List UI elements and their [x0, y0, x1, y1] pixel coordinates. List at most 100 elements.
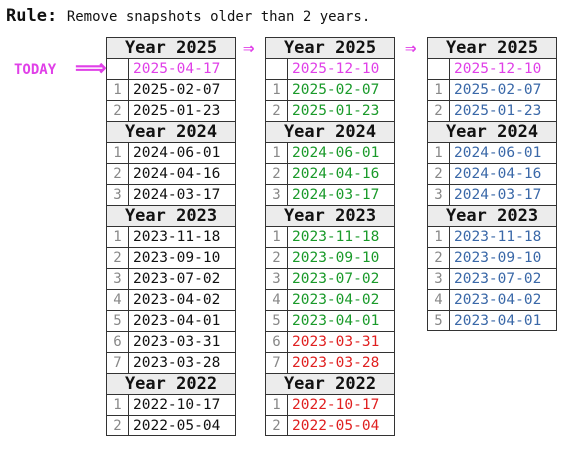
snapshot-index: 1 [428, 227, 450, 247]
snapshot-date: 2023-07-02 [454, 271, 542, 287]
snapshot-date: 2024-03-17 [454, 187, 542, 203]
rule-line: Rule: Remove snapshots older than 2 year… [6, 4, 370, 28]
snapshot-index: 5 [266, 311, 288, 331]
snapshot-row: 3 2024-03-17 [106, 184, 236, 205]
snapshot-index: 1 [266, 395, 288, 415]
snapshot-row: 1 2023-11-18 [106, 226, 236, 247]
snapshot-index: 2 [428, 101, 450, 121]
year-header: Year 2024 [265, 121, 395, 142]
snapshot-index: 6 [107, 332, 129, 352]
year-header: Year 2023 [427, 205, 557, 226]
snapshot-row: 2 2025-01-23 [265, 100, 395, 121]
snapshot-index: 4 [107, 290, 129, 310]
snapshot-index: 2 [266, 248, 288, 268]
snapshot-row: 3 2024-03-17 [265, 184, 395, 205]
snapshot-date: 2023-09-10 [133, 250, 221, 266]
today-label: TODAY [14, 62, 57, 78]
snapshot-row: 2025-12-10 [265, 58, 395, 79]
snapshot-date: 2023-04-01 [133, 313, 221, 329]
snapshot-date: 2022-05-04 [133, 418, 221, 434]
snapshot-row: 1 2025-02-07 [106, 79, 236, 100]
snapshot-index: 4 [428, 290, 450, 310]
snapshot-row: 1 2023-11-18 [265, 226, 395, 247]
snapshot-date: 2023-03-31 [133, 334, 221, 350]
snapshot-column-result: Year 2025 2025-12-10 1 2025-02-07 2 2025-01-2… [427, 37, 557, 331]
snapshot-date: 2023-03-28 [133, 355, 221, 371]
snapshot-date: 2025-01-23 [454, 103, 542, 119]
year-header: Year 2024 [106, 121, 236, 142]
snapshot-row: 1 2023-11-18 [427, 226, 557, 247]
snapshot-date: 2023-07-02 [133, 271, 221, 287]
snapshot-date: 2022-10-17 [133, 397, 221, 413]
snapshot-index: 3 [428, 185, 450, 205]
year-header: Year 2023 [265, 205, 395, 226]
year-header: Year 2025 [427, 37, 557, 58]
snapshot-index: 2 [107, 416, 129, 435]
snapshot-date: 2025-02-07 [133, 82, 221, 98]
snapshot-date: 2023-04-02 [133, 292, 221, 308]
snapshot-date: 2025-02-07 [292, 82, 380, 98]
snapshot-row: 1 2025-02-07 [265, 79, 395, 100]
snapshot-date: 2024-04-16 [454, 166, 542, 182]
year-header: Year 2022 [106, 373, 236, 394]
snapshot-row: 3 2023-07-02 [265, 268, 395, 289]
snapshot-index: 5 [428, 311, 450, 330]
snapshot-row: 5 2023-04-01 [265, 310, 395, 331]
snapshot-row: 1 2025-02-07 [427, 79, 557, 100]
snapshot-date: 2023-11-18 [454, 229, 542, 245]
snapshot-index: 3 [266, 185, 288, 205]
snapshot-index: 1 [107, 80, 129, 100]
snapshot-date: 2022-10-17 [292, 397, 380, 413]
snapshot-date: 2023-11-18 [133, 229, 221, 245]
snapshot-row: 2 2023-09-10 [106, 247, 236, 268]
snapshot-row: 5 2023-04-01 [106, 310, 236, 331]
snapshot-row: 3 2023-07-02 [106, 268, 236, 289]
snapshot-date: 2024-04-16 [133, 166, 221, 182]
snapshot-date: 2025-12-10 [454, 61, 542, 77]
snapshot-date: 2023-03-28 [292, 355, 380, 371]
snapshot-index: 1 [266, 143, 288, 163]
rule-text: Remove snapshots older than 2 years. [66, 9, 371, 25]
snapshot-date: 2023-09-10 [454, 250, 542, 266]
year-header: Year 2023 [106, 205, 236, 226]
snapshot-index: 7 [107, 353, 129, 373]
snapshot-date: 2023-04-02 [292, 292, 380, 308]
snapshot-date: 2024-03-17 [292, 187, 380, 203]
snapshot-row: 7 2023-03-28 [106, 352, 236, 373]
year-header: Year 2025 [106, 37, 236, 58]
snapshot-index: 2 [266, 416, 288, 435]
snapshot-row: 3 2024-03-17 [427, 184, 557, 205]
snapshot-index [107, 59, 129, 79]
snapshot-row: 2025-12-10 [427, 58, 557, 79]
snapshot-index: 7 [266, 353, 288, 373]
snapshot-date: 2025-12-10 [292, 61, 380, 77]
snapshot-date: 2023-03-31 [292, 334, 380, 350]
snapshot-row: 2 2022-05-04 [265, 415, 395, 436]
snapshot-index [428, 59, 450, 79]
year-header: Year 2025 [265, 37, 395, 58]
snapshot-date: 2025-04-17 [133, 61, 221, 77]
snapshot-date: 2023-09-10 [292, 250, 380, 266]
snapshot-row: 5 2023-04-01 [427, 310, 557, 331]
snapshot-row: 1 2024-06-01 [427, 142, 557, 163]
snapshot-date: 2023-07-02 [292, 271, 380, 287]
snapshot-index: 5 [107, 311, 129, 331]
snapshot-index: 1 [428, 143, 450, 163]
today-arrow-icon: ⟹ [75, 56, 107, 81]
snapshot-row: 2 2023-09-10 [265, 247, 395, 268]
snapshot-date: 2024-06-01 [133, 145, 221, 161]
snapshot-row: 2 2024-04-16 [265, 163, 395, 184]
snapshot-row: 2 2022-05-04 [106, 415, 236, 436]
rule-label: Rule: [6, 6, 58, 26]
snapshot-index: 3 [107, 185, 129, 205]
snapshot-row: 2 2023-09-10 [427, 247, 557, 268]
snapshot-index: 3 [266, 269, 288, 289]
snapshot-index: 1 [266, 80, 288, 100]
snapshot-index: 2 [428, 164, 450, 184]
snapshot-date: 2024-06-01 [292, 145, 380, 161]
snapshot-index: 2 [266, 101, 288, 121]
snapshot-row: 4 2023-04-02 [427, 289, 557, 310]
snapshot-row: 1 2024-06-01 [106, 142, 236, 163]
snapshot-index: 3 [107, 269, 129, 289]
snapshot-index: 1 [428, 80, 450, 100]
